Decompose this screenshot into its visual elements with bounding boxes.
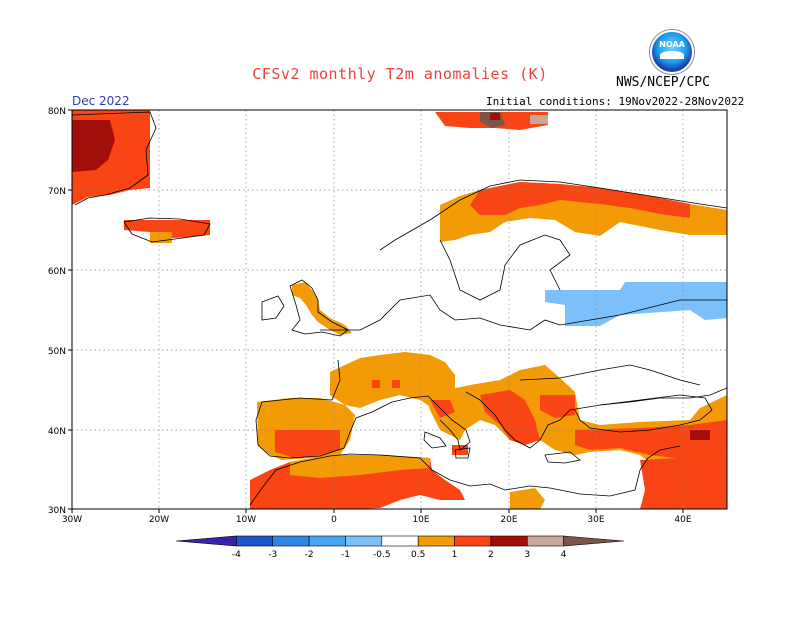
colorbar-label: 4	[561, 550, 567, 560]
lat-label: 60N	[48, 267, 66, 277]
lon-label: 30E	[587, 515, 604, 525]
organization-label: NWS/NCEP/CPC	[616, 75, 710, 90]
lon-label: 10E	[412, 515, 429, 525]
lat-label: 70N	[48, 187, 66, 197]
map-frame	[71, 109, 728, 510]
colorbar-label: 3	[524, 550, 530, 560]
lon-label: 20E	[500, 515, 517, 525]
logo-bird-icon	[660, 51, 684, 59]
colorbar-swatch	[272, 535, 310, 547]
lat-label: 30N	[48, 506, 66, 516]
colorbar-swatch	[345, 535, 383, 547]
axis-ticks	[68, 109, 684, 513]
colorbar-label: -4	[232, 550, 241, 560]
noaa-logo: NOAA	[650, 30, 694, 74]
graticule	[72, 110, 727, 509]
colorbar-swatch	[490, 535, 528, 547]
lon-labels: 30W 20W 10W 0 10E 20E 30E 40E	[62, 515, 692, 525]
anomaly-fields	[72, 110, 727, 509]
colorbar-label: -3	[268, 550, 277, 560]
lon-label: 0	[331, 515, 337, 525]
colorbar: -4 -3 -2 -1 -0.5 0.5 1 2 3 4	[175, 535, 625, 560]
lon-label: 10W	[236, 515, 256, 525]
initial-conditions: Initial conditions: 19Nov2022-28Nov2022	[486, 95, 745, 108]
colorbar-label: -0.5	[373, 550, 391, 560]
logo-text: NOAA	[659, 40, 685, 49]
colorbar-label: 0.5	[411, 550, 425, 560]
colorbar-label: 1	[452, 550, 458, 560]
lon-label: 20W	[149, 515, 169, 525]
colorbar-swatch	[417, 535, 455, 547]
forecast-month: Dec 2022	[72, 94, 130, 108]
colorbar-label: -1	[341, 550, 350, 560]
colorbar-swatch	[308, 535, 346, 547]
colorbar-swatch	[236, 535, 274, 547]
lon-label: 30W	[62, 515, 82, 525]
colorbar-swatch	[526, 535, 564, 547]
lon-label: 40E	[674, 515, 691, 525]
lat-labels: 80N 70N 60N 50N 40N 30N	[48, 107, 66, 516]
lat-label: 40N	[48, 427, 66, 437]
lat-label: 50N	[48, 347, 66, 357]
map-title: CFSv2 monthly T2m anomalies (K)	[252, 65, 548, 83]
colorbar-swatch	[381, 535, 419, 547]
colorbar-swatch	[454, 535, 492, 547]
colorbar-label: -2	[305, 550, 314, 560]
lat-label: 80N	[48, 107, 66, 117]
coastlines	[72, 111, 727, 506]
colorbar-swatch	[563, 535, 625, 547]
colorbar-swatch	[175, 535, 237, 547]
colorbar-label: 2	[488, 550, 494, 560]
